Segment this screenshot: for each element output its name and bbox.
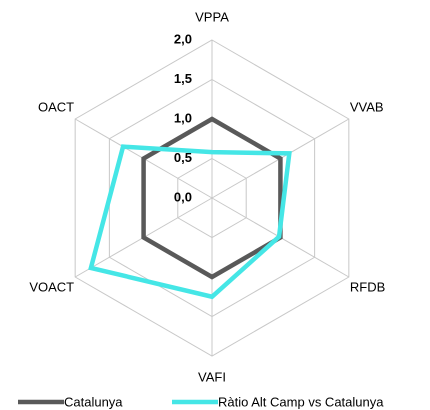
legend-label: Catalunya (64, 394, 123, 409)
tick-label: 0,0 (174, 189, 192, 204)
tick-label: 0,5 (174, 150, 192, 165)
axis-label: VVAB (350, 99, 384, 114)
series-line (141, 116, 283, 280)
axis-label: RFDB (350, 279, 385, 294)
tick-label: 1,0 (174, 110, 192, 125)
axis-label: VAFI (198, 369, 226, 384)
axis-label: VPPA (195, 9, 229, 24)
legend-label: Ràtio Alt Camp vs Catalunya (218, 394, 384, 409)
axis-label: OACT (38, 99, 74, 114)
tick-label: 2,0 (174, 31, 192, 46)
tick-label: 1,5 (174, 71, 192, 86)
series-line (88, 144, 292, 300)
axis-label: VOACT (29, 279, 74, 294)
